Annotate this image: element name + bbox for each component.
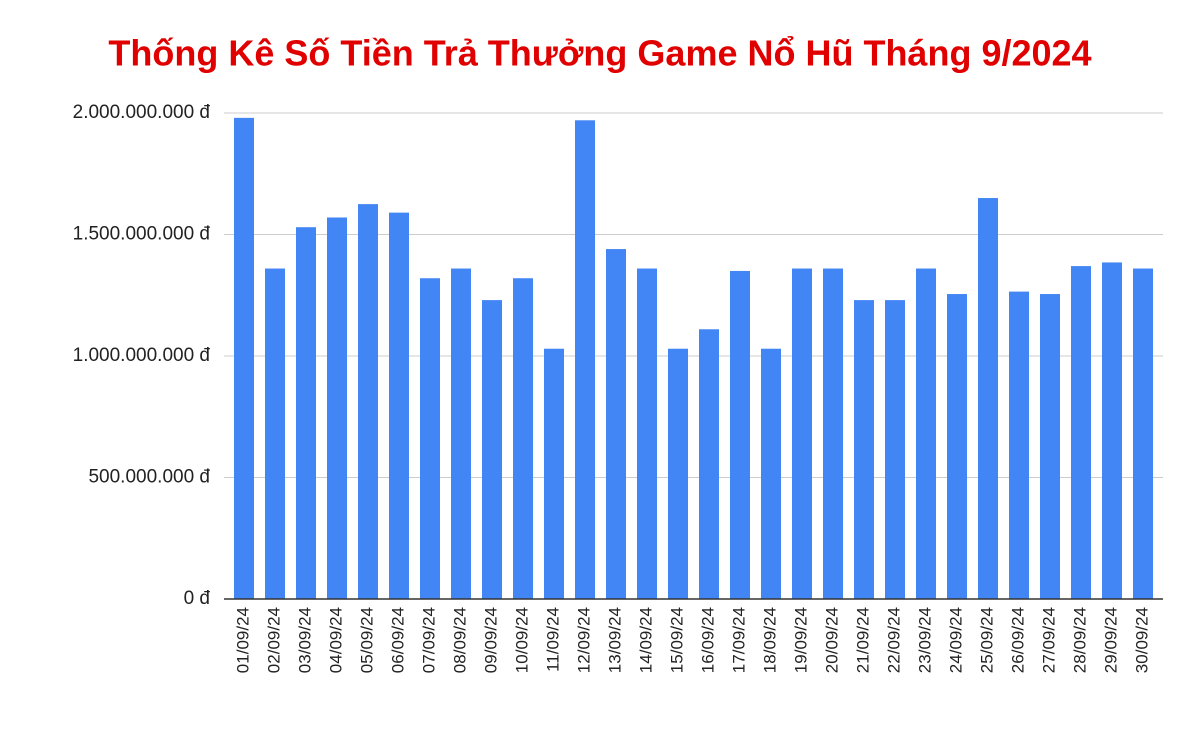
bar <box>1040 294 1060 599</box>
bar <box>358 204 378 599</box>
bar <box>606 249 626 599</box>
x-tick-label: 05/09/24 <box>357 607 376 673</box>
bar <box>575 120 595 599</box>
x-tick-label: 06/09/24 <box>388 607 407 673</box>
x-tick-label: 10/09/24 <box>512 607 531 673</box>
x-tick-label: 24/09/24 <box>946 607 965 673</box>
y-tick-label: 2.000.000.000 đ <box>73 102 211 123</box>
x-tick-label: 03/09/24 <box>295 607 314 673</box>
x-tick-label: 14/09/24 <box>636 607 655 673</box>
x-tick-label: 26/09/24 <box>1008 607 1027 673</box>
x-tick-label: 27/09/24 <box>1039 607 1058 673</box>
x-tick-label: 13/09/24 <box>605 607 624 673</box>
x-tick-label: 22/09/24 <box>884 607 903 673</box>
x-tick-label: 16/09/24 <box>698 607 717 673</box>
bar <box>544 348 564 599</box>
bar <box>420 278 440 599</box>
x-tick-label: 29/09/24 <box>1101 607 1120 673</box>
x-tick-label: 23/09/24 <box>915 607 934 673</box>
bar <box>1071 266 1091 599</box>
y-tick-label: 1.000.000.000 đ <box>73 345 211 366</box>
bar <box>916 268 936 599</box>
bar <box>1009 291 1029 599</box>
bar <box>451 268 471 599</box>
bar <box>730 270 750 599</box>
bar <box>637 268 657 599</box>
x-tick-label: 25/09/24 <box>977 607 996 673</box>
x-tick-label: 21/09/24 <box>853 607 872 673</box>
x-tick-label: 28/09/24 <box>1070 607 1089 673</box>
x-tick-label: 07/09/24 <box>419 607 438 673</box>
y-tick-label: 500.000.000 đ <box>88 467 210 488</box>
x-tick-label: 19/09/24 <box>791 607 810 673</box>
bar <box>1102 262 1122 599</box>
x-tick-label: 01/09/24 <box>233 607 252 673</box>
bar <box>823 268 843 599</box>
bar <box>761 348 781 599</box>
bar <box>792 268 812 599</box>
bar <box>1133 268 1153 599</box>
x-tick-label: 18/09/24 <box>760 607 779 673</box>
bar <box>854 300 874 599</box>
bar <box>389 212 409 599</box>
bar <box>327 217 347 600</box>
x-tick-label: 11/09/24 <box>543 607 562 672</box>
y-tick-label: 1.500.000.000 đ <box>73 224 211 245</box>
bar <box>234 117 254 600</box>
bar <box>668 348 688 599</box>
bar <box>699 329 719 599</box>
x-tick-label: 20/09/24 <box>822 607 841 673</box>
chart-title: Thống Kê Số Tiền Trả Thưởng Game Nổ Hũ T… <box>108 33 1091 74</box>
x-tick-label: 15/09/24 <box>667 607 686 673</box>
bar <box>265 268 285 599</box>
bar <box>482 300 502 599</box>
y-tick-label: 0 đ <box>184 588 211 609</box>
x-tick-label: 02/09/24 <box>264 607 283 673</box>
x-tick-label: 12/09/24 <box>574 607 593 673</box>
x-tick-label: 08/09/24 <box>450 607 469 673</box>
x-tick-label: 30/09/24 <box>1132 607 1151 673</box>
x-tick-label: 17/09/24 <box>729 607 748 673</box>
bar <box>947 294 967 599</box>
bar <box>513 278 533 599</box>
x-tick-label: 04/09/24 <box>326 607 345 673</box>
bar <box>296 227 316 599</box>
x-tick-label: 09/09/24 <box>481 607 500 673</box>
bar <box>978 198 998 600</box>
bar <box>885 300 905 599</box>
